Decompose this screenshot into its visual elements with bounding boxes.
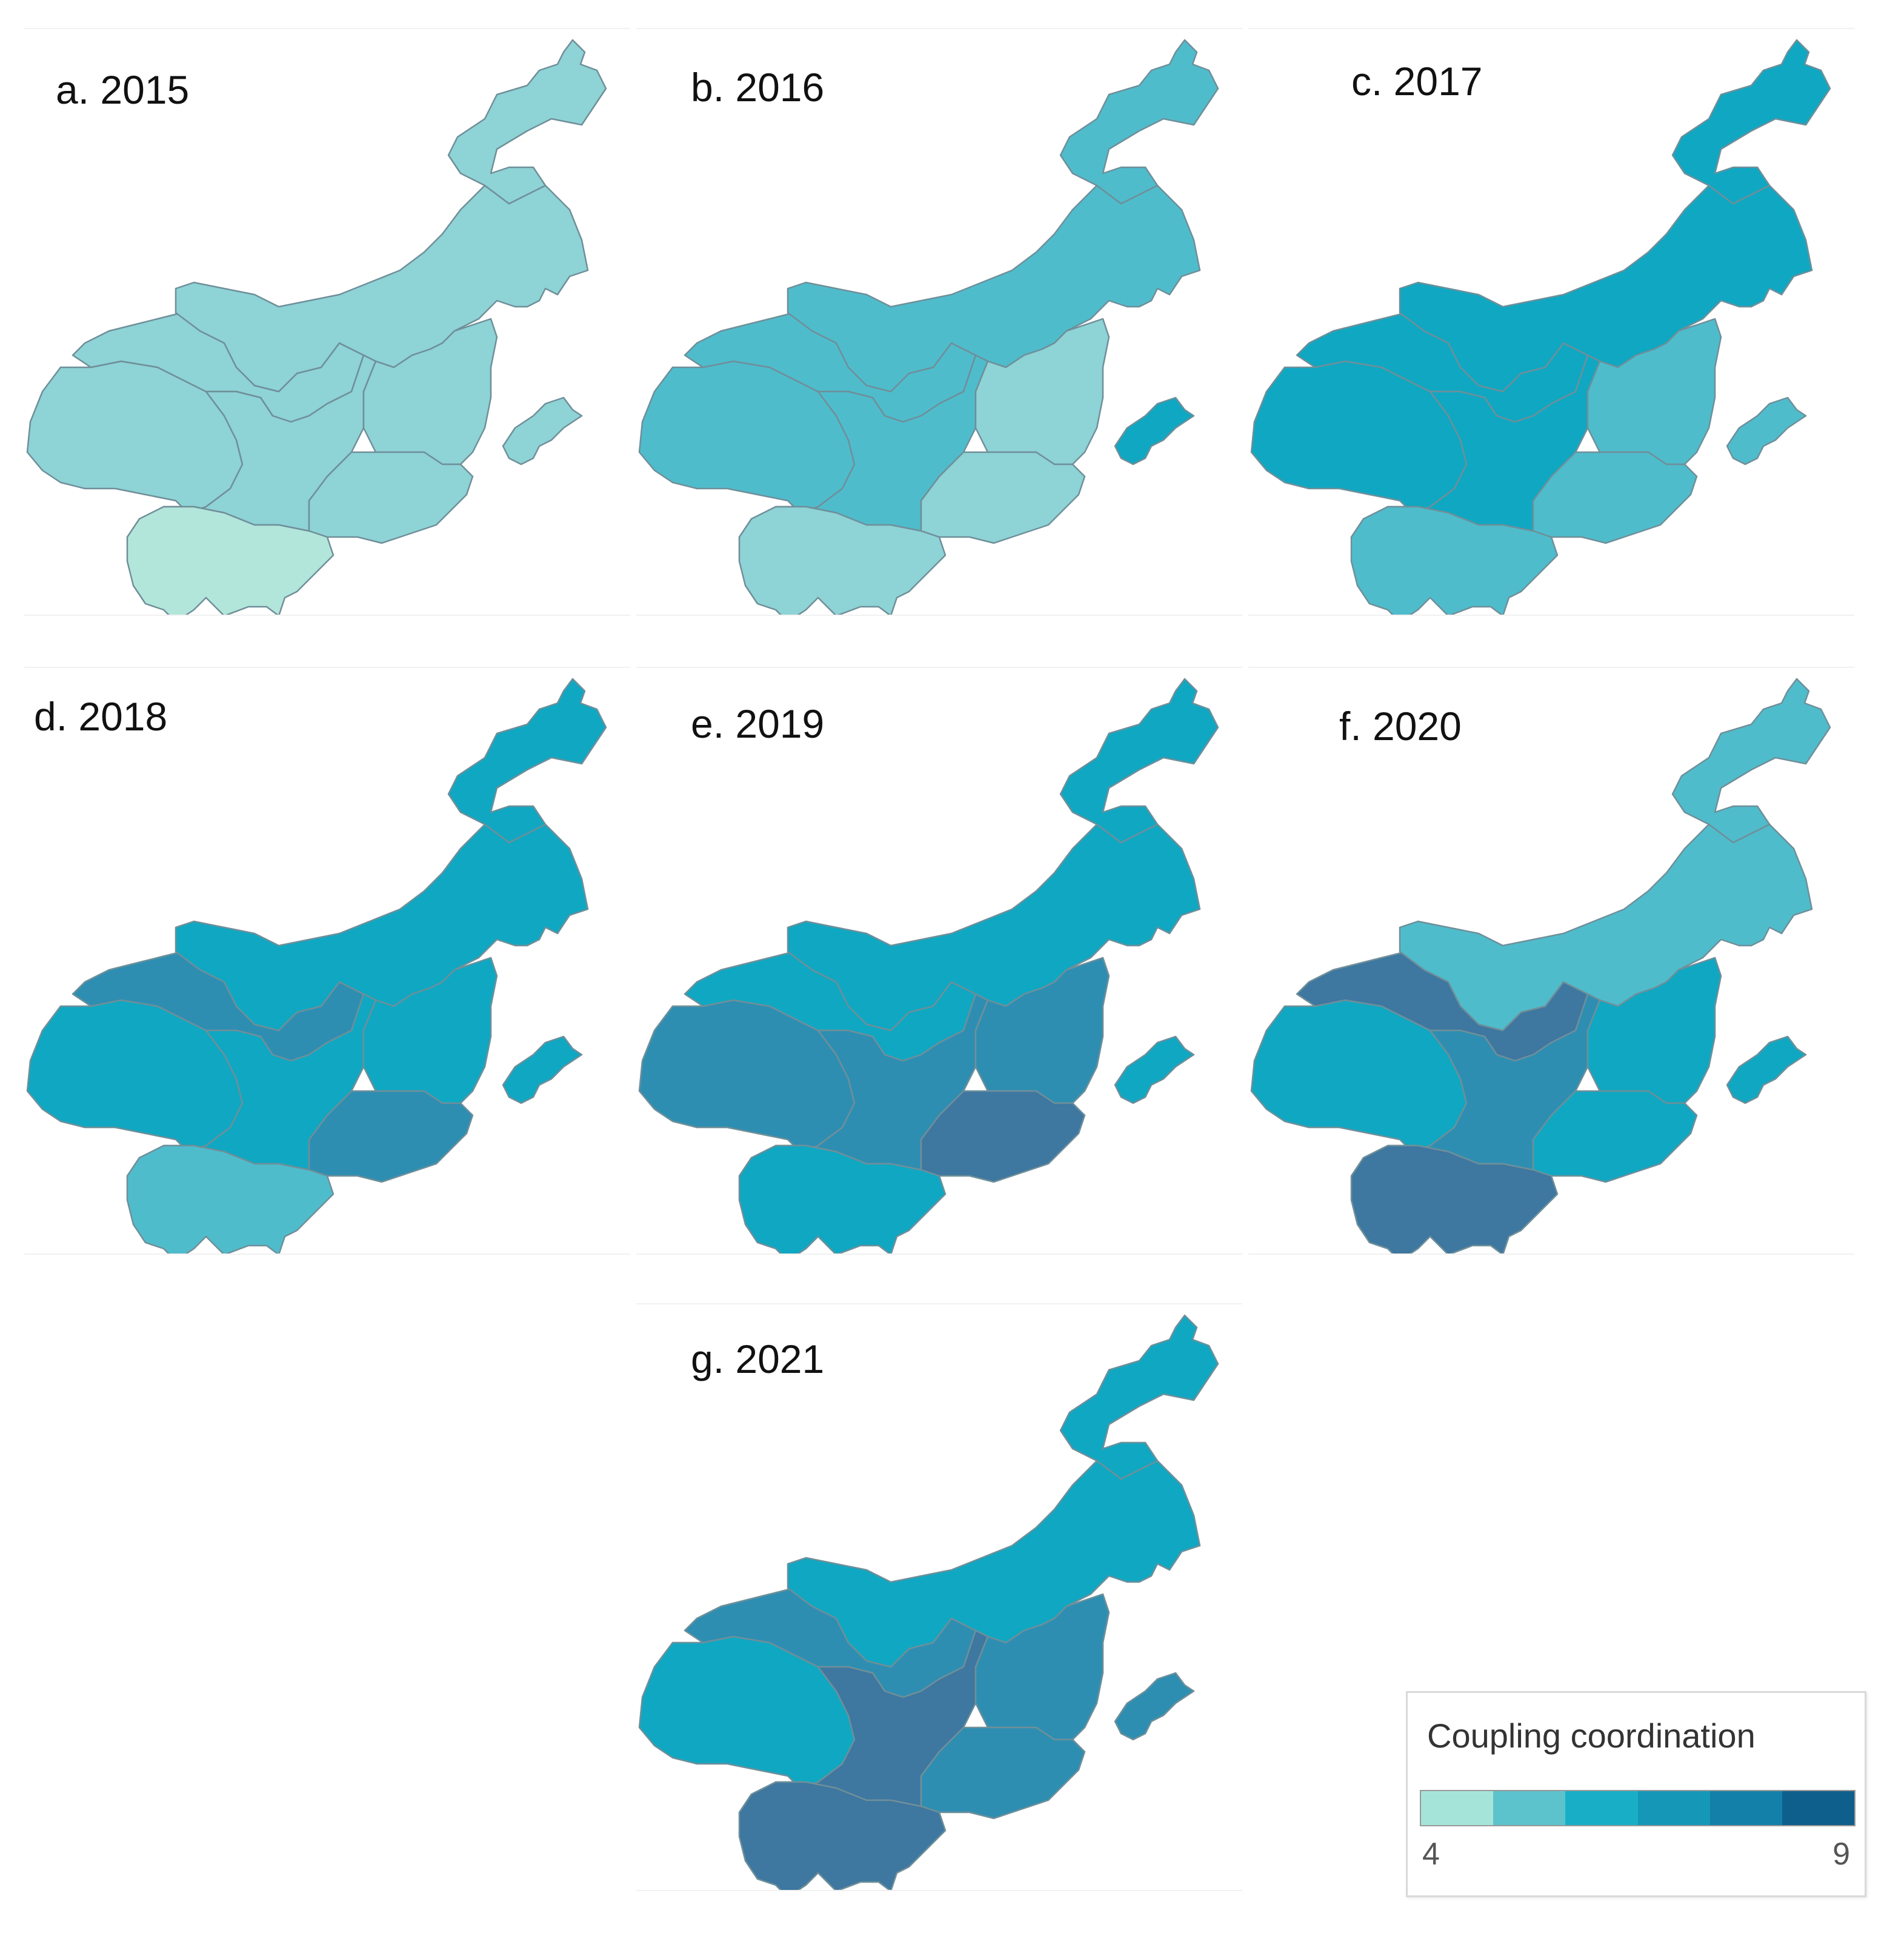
choropleth-map: [638, 1314, 1219, 1891]
legend-color-ramp: [1420, 1790, 1856, 1826]
panel-label: d. 2018: [34, 694, 168, 739]
choropleth-map: [26, 39, 607, 616]
region-center-right: [1586, 956, 1722, 1104]
choropleth-map: [26, 678, 607, 1255]
region-center-right: [974, 1593, 1110, 1741]
map-legend: Coupling coordination 4 9: [1406, 1691, 1866, 1897]
region-north: [787, 184, 1201, 393]
region-south-center: [1532, 451, 1698, 544]
region-southwest: [126, 506, 335, 616]
region-south-center: [308, 451, 474, 544]
legend-bin-4: [1637, 1791, 1710, 1825]
region-southwest: [738, 1144, 947, 1255]
panel-label: g. 2021: [691, 1337, 825, 1381]
region-northeast: [447, 39, 607, 205]
region-shandong: [1114, 1035, 1195, 1104]
map-panel-2017: c. 2017: [1248, 28, 1854, 616]
region-south-center: [920, 1090, 1086, 1183]
panel-label: e. 2019: [691, 701, 825, 746]
panel-frame: [1248, 667, 1854, 1255]
region-center-right: [362, 318, 498, 466]
region-center-right: [974, 318, 1110, 466]
panel-frame: [24, 28, 630, 616]
map-panel-2019: e. 2019: [636, 667, 1242, 1255]
region-south-center: [920, 451, 1086, 544]
legend-bin-1: [1421, 1791, 1494, 1825]
region-south-center: [1532, 1090, 1698, 1183]
choropleth-map: [638, 39, 1219, 616]
region-northeast: [1671, 39, 1831, 205]
region-shandong: [502, 1035, 583, 1104]
panel-label: a. 2015: [56, 67, 190, 112]
legend-bin-6: [1782, 1791, 1855, 1825]
region-southwest: [738, 506, 947, 616]
legend-bin-5: [1709, 1791, 1782, 1825]
map-panel-2016: b. 2016: [636, 28, 1242, 616]
panel-frame: [636, 667, 1242, 1255]
region-shandong: [1114, 396, 1195, 466]
region-northeast: [447, 678, 607, 844]
region-north: [175, 184, 589, 393]
map-panel-2018: d. 2018: [24, 667, 630, 1255]
region-shandong: [1726, 1035, 1807, 1104]
map-panel-2021: g. 2021: [636, 1303, 1242, 1891]
region-center-right: [974, 956, 1110, 1104]
panel-label: f. 2020: [1339, 704, 1462, 749]
legend-bin-3: [1565, 1791, 1638, 1825]
region-shandong: [1726, 396, 1807, 466]
region-northeast: [1059, 678, 1219, 844]
region-north: [787, 1460, 1201, 1668]
region-northeast: [1671, 678, 1831, 844]
map-panel-2020: f. 2020: [1248, 667, 1854, 1255]
legend-title: Coupling coordination: [1427, 1717, 1756, 1755]
region-center-right: [362, 956, 498, 1104]
panel-frame: [636, 28, 1242, 616]
region-northeast: [1059, 1314, 1219, 1480]
region-north: [1399, 823, 1813, 1032]
choropleth-map: [638, 678, 1219, 1255]
panel-label: b. 2016: [691, 65, 825, 110]
region-southwest: [126, 1144, 335, 1255]
region-northeast: [1059, 39, 1219, 205]
region-north: [1399, 184, 1813, 393]
region-south-center: [920, 1726, 1086, 1820]
region-south-center: [308, 1090, 474, 1183]
panel-frame: [24, 667, 630, 1255]
panel-label: c. 2017: [1351, 59, 1483, 104]
choropleth-map: [1250, 678, 1831, 1255]
region-southwest: [738, 1781, 947, 1891]
panel-frame: [636, 1303, 1242, 1891]
map-panel-2015: a. 2015: [24, 28, 630, 616]
region-center-right: [1586, 318, 1722, 466]
legend-min-label: 4: [1422, 1837, 1440, 1872]
region-shandong: [1114, 1672, 1195, 1741]
region-shandong: [502, 396, 583, 466]
panel-frame: [1248, 28, 1854, 616]
region-north: [787, 823, 1201, 1032]
region-north: [175, 823, 589, 1032]
legend-bin-2: [1493, 1791, 1566, 1825]
choropleth-map: [1250, 39, 1831, 616]
region-southwest: [1350, 506, 1559, 616]
legend-max-label: 9: [1832, 1837, 1850, 1872]
region-southwest: [1350, 1144, 1559, 1255]
